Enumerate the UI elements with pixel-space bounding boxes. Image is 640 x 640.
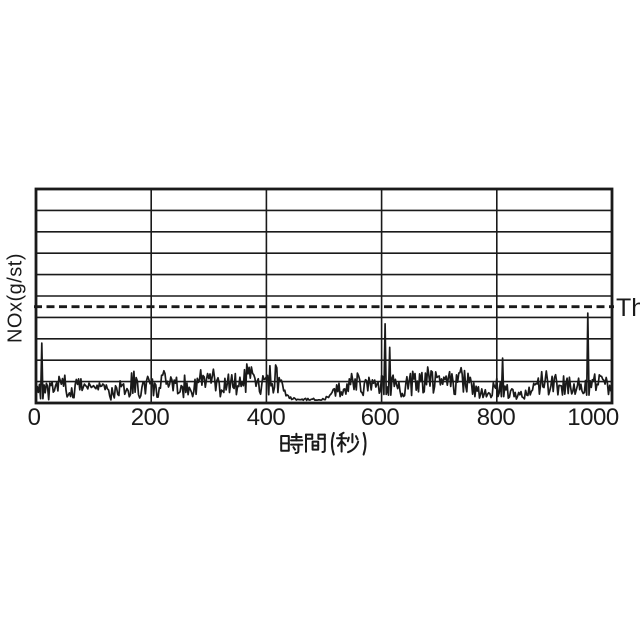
x-tick-label-0: 0 (27, 404, 41, 431)
threshold-label: Th (616, 294, 640, 322)
x-axis-title-kanji (280, 431, 367, 456)
x-tick-label-400: 400 (246, 404, 286, 431)
x-axis-title (279, 430, 375, 457)
y-axis-label: NOx(g/st) (4, 252, 27, 344)
x-tick-label-1000: 1000 (567, 404, 619, 431)
x-tick-label-600: 600 (360, 404, 400, 431)
x-tick-label-200: 200 (130, 404, 170, 431)
x-tick-label-800: 800 (476, 404, 516, 431)
